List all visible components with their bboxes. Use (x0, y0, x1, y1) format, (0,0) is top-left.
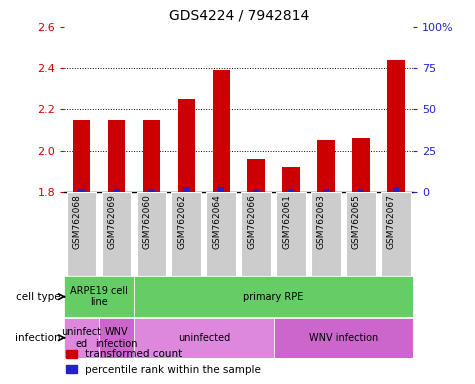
Bar (381, 192, 410, 276)
Bar (276, 192, 306, 276)
Bar (241, 192, 271, 276)
Bar (134, 276, 413, 317)
Bar (171, 192, 201, 276)
Bar (346, 192, 376, 276)
Text: GSM762065: GSM762065 (352, 195, 361, 250)
Title: GDS4224 / 7942814: GDS4224 / 7942814 (169, 9, 309, 23)
Bar (78, 189, 85, 192)
Text: GSM762066: GSM762066 (247, 195, 256, 250)
Text: uninfect
ed: uninfect ed (62, 327, 102, 349)
Bar (148, 189, 154, 192)
Text: GSM762062: GSM762062 (177, 195, 186, 249)
Text: uninfected: uninfected (178, 333, 230, 343)
Bar (311, 192, 341, 276)
Bar (358, 189, 364, 192)
Bar (323, 189, 329, 192)
Text: cell type: cell type (16, 291, 61, 302)
Text: primary RPE: primary RPE (243, 291, 304, 302)
Bar (99, 318, 134, 358)
Text: GSM762060: GSM762060 (142, 195, 152, 250)
Bar (142, 120, 160, 192)
Bar (393, 187, 399, 192)
Bar (137, 192, 166, 276)
Bar (67, 192, 96, 276)
Legend: transformed count, percentile rank within the sample: transformed count, percentile rank withi… (62, 345, 265, 379)
Text: GSM762067: GSM762067 (387, 195, 396, 250)
Bar (352, 138, 370, 192)
Bar (183, 187, 190, 192)
Text: GSM762064: GSM762064 (212, 195, 221, 249)
Text: GSM762068: GSM762068 (73, 195, 82, 250)
Bar (134, 318, 274, 358)
Bar (247, 159, 265, 192)
Bar (387, 60, 405, 192)
Bar (64, 318, 99, 358)
Bar (282, 167, 300, 192)
Bar (178, 99, 195, 192)
Bar (253, 189, 259, 192)
Bar (114, 189, 120, 192)
Text: GSM762063: GSM762063 (317, 195, 326, 250)
Bar (73, 120, 90, 192)
Bar (317, 141, 335, 192)
Text: infection: infection (15, 333, 61, 343)
Bar (218, 187, 224, 192)
Bar (288, 189, 294, 192)
Bar (102, 192, 131, 276)
Bar (212, 70, 230, 192)
Text: WNV infection: WNV infection (309, 333, 378, 343)
Text: ARPE19 cell
line: ARPE19 cell line (70, 286, 128, 308)
Text: GSM762069: GSM762069 (107, 195, 116, 250)
Bar (274, 318, 413, 358)
Text: GSM762061: GSM762061 (282, 195, 291, 250)
Text: WNV
infection: WNV infection (95, 327, 138, 349)
Bar (64, 276, 134, 317)
Bar (207, 192, 236, 276)
Bar (108, 120, 125, 192)
